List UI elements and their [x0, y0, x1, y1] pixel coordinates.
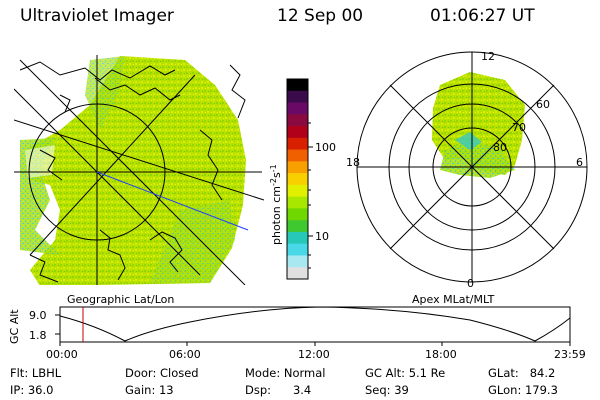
timeline-frame	[59, 306, 571, 343]
info-filter: Flt: LBHL	[10, 366, 62, 380]
right-emission-group	[432, 72, 525, 178]
info-mode: Mode: Normal	[245, 366, 326, 380]
polar-grid	[356, 51, 588, 283]
colorbar-segment	[287, 126, 308, 139]
mlat-label-70: 70	[512, 121, 526, 134]
colorbar-segment	[287, 149, 308, 162]
info-gc-alt: GC Alt: 5.1 Re	[365, 366, 446, 380]
mlat-label-60: 60	[536, 98, 550, 111]
mlt-label-6: 6	[576, 156, 583, 169]
info-glat: GLat: 84.2	[488, 366, 556, 380]
right-panel-caption: Apex MLat/MLT	[412, 293, 495, 306]
colorbar-segment	[287, 90, 308, 104]
timeline-x-tick-1800: 18:00	[425, 348, 457, 361]
info-dsp: Dsp: 3.4	[245, 383, 312, 397]
timeline-y-tick-low: 1.8	[29, 329, 47, 342]
mlt-label-18: 18	[346, 156, 360, 169]
colorbar-segment	[287, 255, 308, 268]
colorbar-segment	[287, 102, 308, 115]
info-glon: GLon: 179.3	[488, 383, 558, 397]
header-date: 12 Sep 00	[277, 6, 364, 26]
colorbar-segment	[287, 231, 308, 245]
info-door: Door: Closed	[125, 366, 199, 380]
timeline-x-tick-0600: 06:00	[169, 348, 201, 361]
colorbar-tick-10: 10	[315, 230, 329, 243]
orbit-altitude-curve	[59, 306, 571, 342]
info-gain: Gain: 13	[125, 383, 174, 397]
timeline-x-tick-0000: 00:00	[46, 348, 78, 361]
colorbar-segment	[287, 243, 308, 256]
geographic-grid	[14, 55, 264, 285]
timeline-x-tick-1200: 12:00	[298, 348, 330, 361]
timeline-x-tick-2359: 23:59	[554, 348, 586, 361]
info-seq: Seq: 39	[365, 383, 409, 397]
colorbar-segment	[287, 267, 308, 280]
colorbar-segment	[287, 137, 308, 151]
instrument-title: Ultraviolet Imager	[20, 6, 174, 26]
colorbar-segment	[287, 220, 308, 233]
colorbar-tick-100: 100	[315, 141, 336, 154]
colorbar-segment	[287, 79, 308, 92]
colorbar-unit-label: photon cm-2s-1	[269, 164, 283, 245]
mlt-label-12: 12	[481, 50, 495, 63]
coastlines	[19, 61, 246, 283]
colorbar-segment	[287, 184, 308, 198]
timeline-y-tick-high: 9.0	[29, 309, 47, 322]
mlt-label-0: 0	[467, 277, 474, 290]
colorbar-frame	[286, 78, 309, 280]
timeline-y-axis-label: GC Alt	[8, 309, 21, 344]
mlat-label-80: 80	[493, 141, 507, 154]
info-ip: IP: 36.0	[10, 383, 54, 397]
colorbar-segment	[287, 173, 308, 186]
colorbar-segment	[287, 196, 308, 209]
colorbar	[287, 79, 308, 280]
colorbar-segment	[287, 161, 308, 174]
colorbar-segment	[287, 208, 308, 221]
header-time: 01:06:27 UT	[430, 6, 535, 26]
colorbar-segment	[287, 114, 308, 127]
left-imager-panel	[14, 55, 264, 285]
left-panel-caption: Geographic Lat/Lon	[67, 293, 174, 306]
